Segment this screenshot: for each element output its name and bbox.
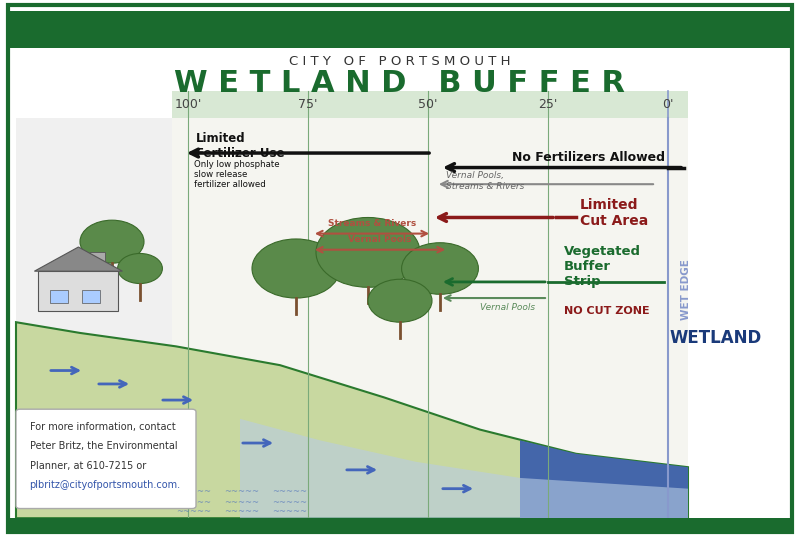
Circle shape: [316, 217, 420, 287]
Text: ~~~~~: ~~~~~: [224, 498, 259, 506]
Text: 75': 75': [298, 98, 318, 111]
Bar: [50, 290, 68, 303]
Bar: [38, 271, 118, 311]
Text: No Fertilizers Allowed: No Fertilizers Allowed: [511, 151, 665, 164]
Text: Vernal Pools: Vernal Pools: [481, 303, 535, 313]
Bar: [90, 252, 105, 271]
Text: ~~~~~: ~~~~~: [272, 487, 307, 496]
Text: ~~~~~: ~~~~~: [176, 487, 211, 496]
Text: Only low phosphate
slow release
fertilizer allowed: Only low phosphate slow release fertiliz…: [194, 159, 280, 190]
Text: Peter Britz, the Environmental: Peter Britz, the Environmental: [30, 441, 178, 451]
Text: WETLAND: WETLAND: [670, 329, 762, 347]
Text: C I T Y   O F   P O R T S M O U T H: C I T Y O F P O R T S M O U T H: [290, 55, 510, 68]
Polygon shape: [520, 440, 688, 518]
Circle shape: [402, 243, 478, 294]
Circle shape: [80, 220, 144, 263]
Text: NO CUT ZONE: NO CUT ZONE: [564, 307, 650, 316]
Text: W E T L A N D   B U F F E R: W E T L A N D B U F F E R: [174, 69, 626, 98]
Text: Planner, at 610-7215 or: Planner, at 610-7215 or: [30, 461, 146, 470]
Polygon shape: [16, 322, 688, 518]
Text: Limited
Cut Area: Limited Cut Area: [580, 198, 648, 228]
Bar: [8, 518, 792, 532]
Text: plbritz@cityofportsmouth.com.: plbritz@cityofportsmouth.com.: [30, 480, 181, 490]
Polygon shape: [240, 419, 688, 518]
Text: Streams & Rivers: Streams & Rivers: [328, 219, 416, 228]
Bar: [82, 290, 100, 303]
Text: WET EDGE: WET EDGE: [681, 259, 690, 321]
Text: 0': 0': [662, 98, 674, 111]
Text: Vegetated
Buffer
Strip: Vegetated Buffer Strip: [564, 245, 641, 288]
Text: Vernal Pools: Vernal Pools: [348, 235, 412, 244]
Text: ~~~~~: ~~~~~: [272, 498, 307, 506]
Text: ~~~~~: ~~~~~: [176, 507, 211, 516]
Circle shape: [118, 253, 162, 284]
Text: 25': 25': [538, 98, 558, 111]
Text: ~~~~~: ~~~~~: [224, 487, 259, 496]
Text: Vernal Pools,
Streams & Rivers: Vernal Pools, Streams & Rivers: [446, 171, 524, 191]
Text: ~~~~~: ~~~~~: [176, 498, 211, 506]
Text: 50': 50': [418, 98, 438, 111]
Circle shape: [368, 279, 432, 322]
Text: ~~~~~: ~~~~~: [224, 507, 259, 516]
Bar: [16, 118, 172, 518]
Text: ~~~~~: ~~~~~: [272, 507, 307, 516]
FancyBboxPatch shape: [16, 409, 196, 509]
Bar: [172, 91, 688, 118]
Bar: [8, 11, 792, 48]
Text: For more information, contact: For more information, contact: [30, 422, 175, 432]
Text: 100': 100': [174, 98, 202, 111]
Bar: [172, 118, 688, 518]
Text: Limited
Fertilizer Use: Limited Fertilizer Use: [196, 132, 285, 160]
Polygon shape: [34, 247, 122, 271]
Circle shape: [252, 239, 340, 298]
